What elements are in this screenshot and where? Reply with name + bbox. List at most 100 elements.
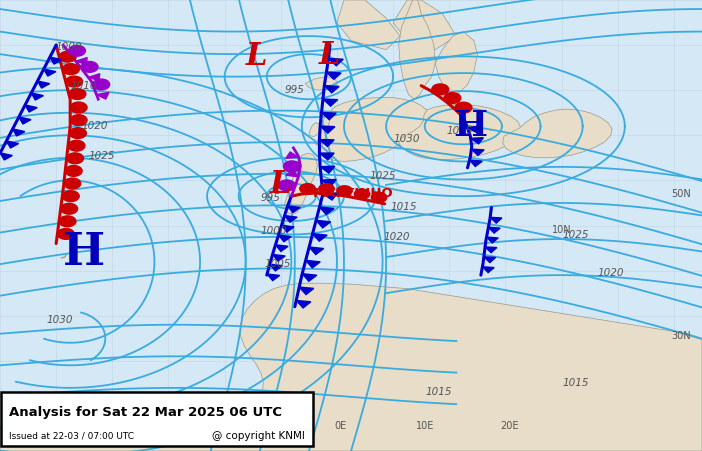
- Circle shape: [65, 166, 82, 176]
- Polygon shape: [399, 0, 435, 99]
- Circle shape: [70, 115, 87, 125]
- Circle shape: [62, 191, 79, 202]
- Circle shape: [64, 178, 81, 189]
- Polygon shape: [393, 0, 456, 50]
- Text: 1010: 1010: [71, 81, 98, 91]
- Polygon shape: [25, 105, 37, 112]
- Polygon shape: [472, 149, 484, 156]
- Text: 1035: 1035: [446, 126, 473, 136]
- Text: 995: 995: [260, 193, 280, 203]
- Polygon shape: [326, 72, 341, 79]
- Polygon shape: [482, 267, 494, 272]
- Circle shape: [371, 193, 387, 202]
- Polygon shape: [284, 153, 317, 214]
- Polygon shape: [324, 86, 339, 93]
- Text: 1015: 1015: [390, 202, 417, 212]
- Text: 0E: 0E: [334, 421, 347, 431]
- Polygon shape: [484, 257, 496, 262]
- Text: 1025: 1025: [88, 151, 115, 161]
- Text: MARTINHO: MARTINHO: [312, 187, 393, 199]
- Polygon shape: [13, 129, 25, 136]
- Circle shape: [68, 140, 85, 151]
- Polygon shape: [284, 216, 297, 222]
- Circle shape: [69, 128, 86, 138]
- Polygon shape: [319, 153, 334, 160]
- Text: @ copyright KNMI: @ copyright KNMI: [212, 431, 305, 441]
- Text: 995: 995: [285, 85, 305, 95]
- Circle shape: [69, 46, 86, 56]
- Text: 1025: 1025: [562, 230, 589, 239]
- Polygon shape: [485, 247, 497, 253]
- Polygon shape: [312, 234, 327, 241]
- Text: H: H: [453, 109, 487, 143]
- Text: Analysis for Sat 22 Mar 2025 06 UTC: Analysis for Sat 22 Mar 2025 06 UTC: [9, 406, 282, 419]
- Polygon shape: [319, 207, 334, 215]
- Polygon shape: [0, 153, 13, 160]
- Polygon shape: [272, 254, 285, 261]
- Polygon shape: [6, 141, 18, 148]
- Text: 30N: 30N: [671, 331, 691, 341]
- Text: 10N: 10N: [552, 225, 571, 235]
- Text: L: L: [319, 40, 340, 70]
- Polygon shape: [296, 300, 311, 308]
- Text: 1020: 1020: [597, 268, 624, 278]
- Text: 20E: 20E: [501, 421, 519, 431]
- Polygon shape: [50, 57, 62, 64]
- Polygon shape: [322, 113, 336, 120]
- Polygon shape: [88, 74, 100, 81]
- Polygon shape: [320, 166, 335, 173]
- Polygon shape: [286, 152, 298, 158]
- Polygon shape: [275, 245, 288, 251]
- Text: 1015: 1015: [425, 387, 452, 397]
- Polygon shape: [486, 237, 498, 243]
- Text: H: H: [63, 231, 105, 274]
- Polygon shape: [60, 255, 67, 258]
- Circle shape: [59, 51, 76, 62]
- Polygon shape: [322, 179, 336, 187]
- Circle shape: [284, 161, 300, 172]
- Circle shape: [58, 229, 74, 239]
- Circle shape: [432, 84, 449, 95]
- Polygon shape: [468, 126, 479, 133]
- Text: 10E: 10E: [416, 421, 434, 431]
- Polygon shape: [19, 117, 31, 124]
- Polygon shape: [96, 92, 109, 99]
- Circle shape: [455, 102, 472, 113]
- Polygon shape: [76, 58, 87, 64]
- Polygon shape: [37, 81, 50, 88]
- Circle shape: [444, 92, 461, 103]
- Polygon shape: [286, 170, 298, 177]
- Polygon shape: [319, 97, 430, 161]
- Polygon shape: [270, 264, 282, 271]
- Polygon shape: [470, 138, 484, 144]
- Circle shape: [62, 64, 79, 74]
- Polygon shape: [435, 32, 477, 95]
- Text: 1000: 1000: [260, 226, 287, 236]
- Circle shape: [66, 76, 83, 87]
- Polygon shape: [470, 160, 482, 166]
- Text: 1005: 1005: [264, 259, 291, 269]
- Polygon shape: [0, 283, 702, 451]
- Polygon shape: [303, 274, 317, 281]
- Polygon shape: [299, 287, 314, 295]
- Polygon shape: [32, 93, 44, 100]
- Circle shape: [337, 186, 352, 196]
- Circle shape: [69, 89, 86, 100]
- Polygon shape: [309, 247, 324, 254]
- Polygon shape: [503, 109, 612, 158]
- Polygon shape: [320, 126, 335, 133]
- Text: Issued at 22-03 / 07:00 UTC: Issued at 22-03 / 07:00 UTC: [9, 431, 134, 440]
- Polygon shape: [279, 235, 291, 242]
- Text: L: L: [246, 41, 267, 72]
- Polygon shape: [323, 99, 338, 106]
- Polygon shape: [305, 260, 320, 268]
- Circle shape: [60, 203, 77, 214]
- Circle shape: [355, 189, 370, 199]
- Text: 1020: 1020: [81, 121, 108, 131]
- Circle shape: [59, 216, 76, 227]
- Polygon shape: [316, 220, 331, 228]
- Polygon shape: [323, 193, 338, 200]
- Polygon shape: [489, 227, 500, 233]
- Text: 1030: 1030: [46, 315, 73, 325]
- Text: 1015: 1015: [562, 378, 589, 388]
